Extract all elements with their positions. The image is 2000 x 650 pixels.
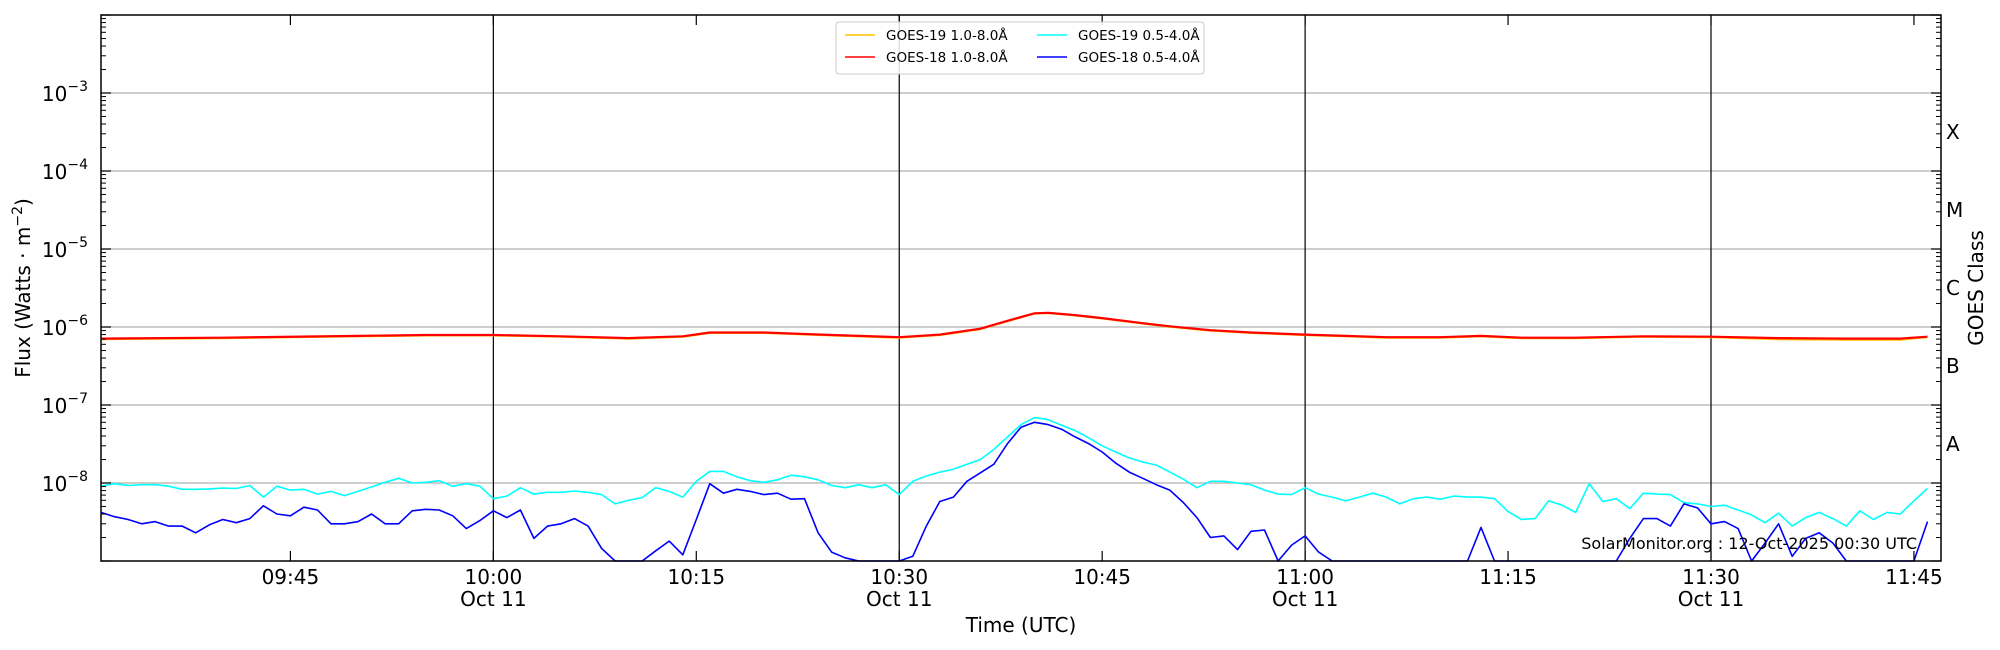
x-tick-label: 11:15: [1479, 565, 1537, 589]
x-tick-label: 11:30: [1682, 565, 1740, 589]
goes-class-label: B: [1946, 354, 1960, 378]
legend: GOES-19 1.0-8.0Å GOES-18 1.0-8.0Å GOES-19 …: [835, 21, 1205, 75]
legend-label: GOES-19 0.5-4.0Å: [1078, 27, 1200, 44]
goes-class-labels: X M C B A: [1946, 120, 1963, 456]
y-tick-label: 10−6: [42, 313, 88, 340]
series-line: [100, 416, 1929, 527]
x-tick-label: 09:45: [262, 565, 320, 589]
legend-box: [835, 21, 1205, 75]
legend-label: GOES-18 0.5-4.0Å: [1078, 49, 1200, 66]
goes-class-label: C: [1946, 276, 1960, 300]
y-tick-label: 10−4: [42, 157, 88, 184]
x-tick-label: 10:45: [1073, 565, 1131, 589]
legend-label: GOES-18 1.0-8.0Å: [886, 49, 1008, 66]
y-axis-label: Flux (Watts · m−2): [10, 198, 35, 378]
y-tick-label: 10−3: [42, 79, 88, 106]
legend-label: GOES-19 1.0-8.0Å: [886, 27, 1008, 44]
x-axis-label: Time (UTC): [965, 613, 1077, 637]
x-tick-label: 11:00: [1276, 565, 1334, 589]
y-tick-labels: 10−3 10−4 10−5 10−6 10−7 10−8: [42, 79, 88, 496]
goes-class-label: M: [1946, 198, 1963, 222]
x-tick-date-label: Oct 11: [1272, 587, 1338, 611]
date-lines: [492, 15, 1712, 561]
x-tick-date-label: Oct 11: [1678, 587, 1744, 611]
x-tick-label: 11:45: [1885, 565, 1943, 589]
goes-class-label: X: [1946, 120, 1960, 144]
axis-ticks: [101, 14, 1941, 562]
y-tick-label: 10−7: [42, 391, 88, 418]
y-tick-label: 10−5: [42, 235, 88, 262]
x-tick-label: 10:00: [465, 565, 523, 589]
gridlines: [101, 92, 1941, 484]
goes-class-label: A: [1946, 432, 1960, 456]
series-line: [100, 421, 1929, 562]
series-lines: [100, 311, 1929, 562]
x-tick-label: 10:15: [667, 565, 725, 589]
series-line: [100, 311, 1928, 340]
goes-class-axis-label: GOES Class: [1964, 230, 1988, 346]
x-tick-date-label: Oct 11: [460, 587, 526, 611]
x-tick-date-label: Oct 11: [866, 587, 932, 611]
watermark-annotation: SolarMonitor.org : 12-Oct-2025 00:30 UTC: [1581, 534, 1917, 553]
plot-frame: [100, 14, 1942, 562]
y-tick-label: 10−8: [42, 469, 88, 496]
x-tick-label: 10:30: [870, 565, 928, 589]
